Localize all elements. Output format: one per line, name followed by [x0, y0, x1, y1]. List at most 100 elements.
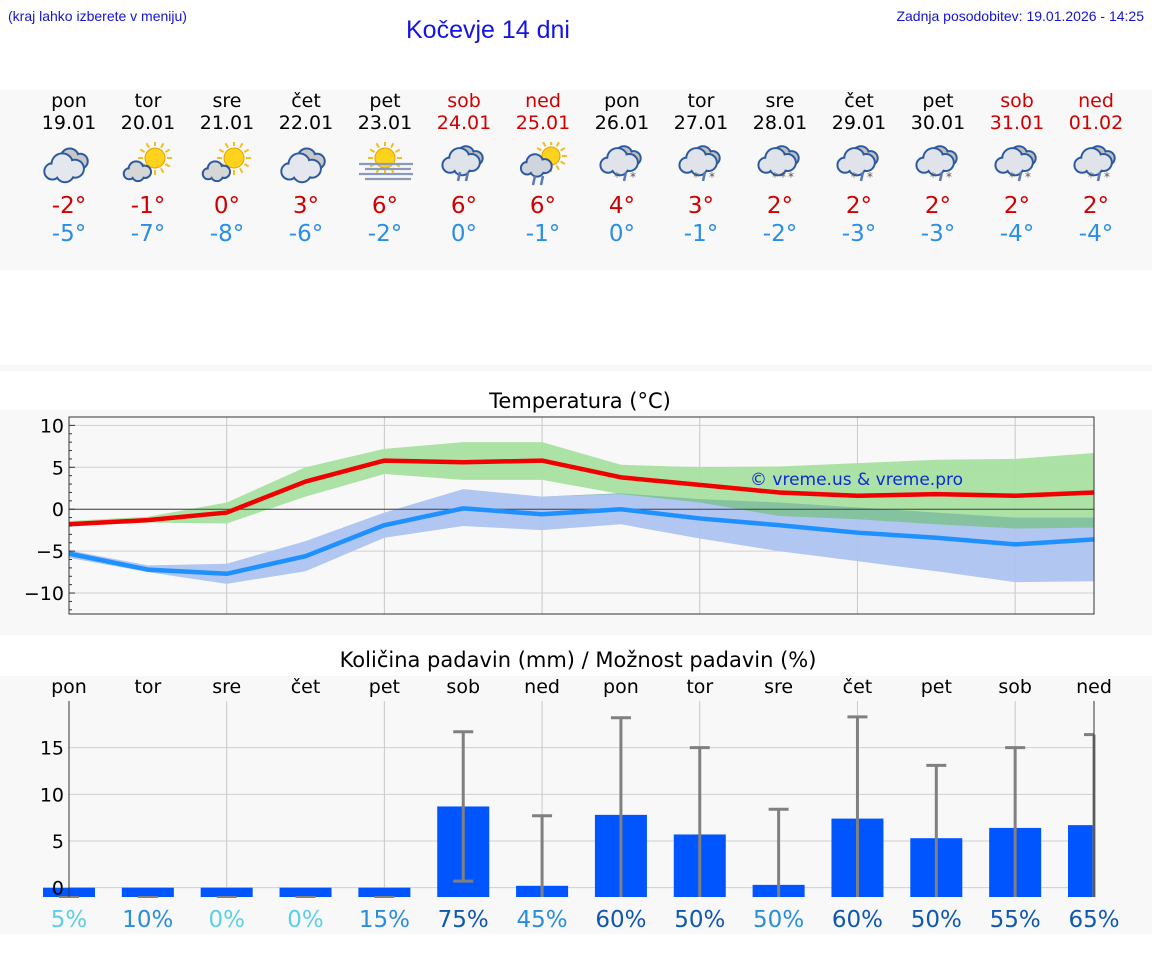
temp-min: -7°: [130, 221, 166, 247]
precip-probability: 65%: [1068, 907, 1119, 933]
svg-text:*: *: [780, 170, 786, 184]
day-date: 22.01: [278, 112, 334, 134]
day-name: pon: [51, 90, 87, 112]
day-date: 30.01: [910, 112, 966, 134]
sleet-icon: * *: [1073, 145, 1116, 184]
day-column: sre 28.01 * * * 2° -2°: [740, 90, 820, 248]
temp-min: -5°: [51, 221, 87, 247]
svg-text:*: *: [930, 170, 936, 184]
overlap-band: [69, 489, 1094, 566]
watermark: © vreme.us & vreme.pro: [750, 470, 963, 490]
svg-text:*: *: [693, 170, 699, 184]
sleet-icon: * *: [599, 145, 642, 184]
temp-max: 6°: [371, 193, 399, 219]
temp-max: 2°: [845, 193, 873, 219]
cloudy-icon: [43, 147, 89, 184]
temp-min: -6°: [288, 221, 324, 247]
svg-text:*: *: [772, 170, 778, 184]
temp-min: -2°: [762, 221, 798, 247]
day-column: ned 25.01 6° -1°: [503, 90, 583, 248]
temp-max: 4°: [608, 193, 636, 219]
temp-tick-label: 10: [40, 415, 64, 437]
max-temp-line: [68, 458, 1095, 527]
temp-max: 0°: [213, 193, 241, 219]
day-name: sob: [1000, 90, 1034, 112]
precip-bar: [358, 887, 411, 897]
precip-probability: 55%: [990, 907, 1041, 933]
temp-min: -3°: [920, 221, 956, 247]
day-column: čet 29.01 * * 2° -3°: [819, 90, 899, 248]
day-name: pet: [922, 90, 954, 112]
day-column: pet 23.01 6° -2°: [345, 90, 425, 248]
precip-day-label: sre: [764, 676, 793, 698]
precip-day-label: tor: [134, 676, 161, 698]
temp-max: 6°: [450, 193, 478, 219]
temp-min: -4°: [1078, 221, 1114, 247]
precip-day-label: pon: [51, 676, 87, 698]
precip-day-label: sob: [446, 676, 480, 698]
svg-text:*: *: [1009, 170, 1015, 184]
svg-text:*: *: [851, 170, 857, 184]
temp-tick-label: −5: [36, 541, 64, 563]
day-date: 27.01: [673, 112, 729, 134]
temp-max: -1°: [130, 193, 166, 219]
temp-min: -3°: [841, 221, 877, 247]
precip-probability: 10%: [122, 907, 173, 933]
day-name: tor: [134, 90, 162, 112]
svg-text:*: *: [630, 170, 636, 184]
day-name: ned: [525, 90, 561, 112]
divider: [0, 365, 1152, 371]
precip-day-label: čet: [291, 676, 321, 698]
svg-text:*: *: [867, 170, 873, 184]
temp-min: -1°: [683, 221, 719, 247]
sun-rain-icon: [519, 142, 567, 186]
day-date: 01.02: [1068, 112, 1124, 134]
last-updated: Zadnja posodobitev: 19.01.2026 - 14:25: [896, 8, 1144, 24]
svg-text:*: *: [614, 170, 620, 184]
day-date: 31.01: [989, 112, 1045, 134]
svg-text:*: *: [1104, 170, 1110, 184]
precip-probability: 45%: [517, 907, 568, 933]
day-name: pon: [604, 90, 640, 112]
day-column: čet 22.01 3° -6°: [266, 90, 346, 248]
temp-max: 2°: [1003, 193, 1031, 219]
temp-min: -8°: [209, 221, 245, 247]
sun-fog-icon: [359, 142, 413, 181]
precip-day-label: pet: [369, 676, 400, 698]
precip-day-label: ned: [524, 676, 560, 698]
sleet-icon: * *: [678, 145, 721, 184]
forecast-band: [0, 90, 1152, 270]
temp-chart-title: Temperatura (°C): [488, 389, 671, 413]
precip-probability: 60%: [832, 907, 883, 933]
temp-min: -4°: [999, 221, 1035, 247]
day-column: tor 20.01 -1° -7°: [108, 90, 188, 248]
precip-day-label: tor: [686, 676, 713, 698]
temp-max: 3°: [292, 193, 320, 219]
day-date: 26.01: [594, 112, 650, 134]
temp-min: 0°: [450, 221, 478, 247]
temp-tick-label: 0: [52, 499, 64, 521]
precip-probability: 50%: [674, 907, 725, 933]
precip-tick-label: 15: [40, 738, 64, 760]
day-date: 28.01: [752, 112, 808, 134]
precip-tick-label: 10: [40, 784, 64, 806]
precip-day-label: pon: [603, 676, 639, 698]
temp-max: 2°: [924, 193, 952, 219]
day-column: pon 19.01 -2° -5°: [29, 90, 109, 248]
temp-min: -1°: [525, 221, 561, 247]
day-name: sob: [447, 90, 481, 112]
precip-probability: 50%: [753, 907, 804, 933]
page-title: Kočevje 14 dni: [405, 16, 570, 44]
precip-probability: 0%: [287, 907, 324, 933]
day-column: pon 26.01 * * 4° 0°: [582, 90, 662, 248]
sun-cloud-icon: [122, 142, 172, 183]
precip-probability: 15%: [359, 907, 410, 933]
precip-tick-label: 0: [52, 878, 64, 900]
temp-max: 2°: [766, 193, 794, 219]
sleet-icon: * *: [836, 145, 879, 184]
day-date: 23.01: [357, 112, 413, 134]
precip-day-label: ned: [1076, 676, 1112, 698]
day-date: 24.01: [436, 112, 492, 134]
precip-day-label: čet: [843, 676, 873, 698]
precip-bar: [279, 887, 332, 897]
